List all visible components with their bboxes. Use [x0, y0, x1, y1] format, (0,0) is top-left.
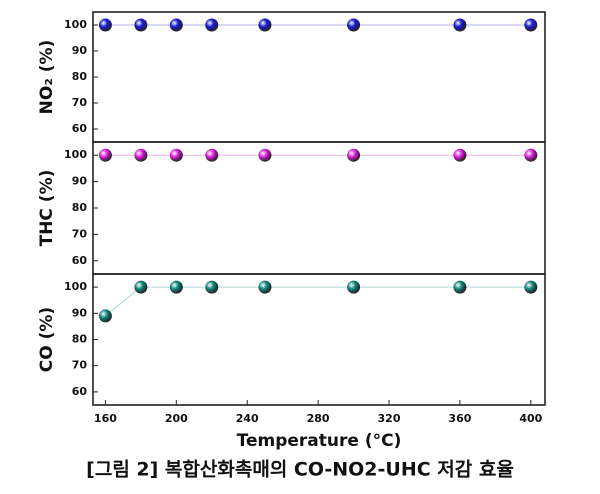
data-point: [134, 18, 148, 32]
y-tick-label: 100: [64, 148, 87, 161]
data-point: [169, 280, 183, 294]
data-point: [453, 18, 467, 32]
y-tick-label: 100: [64, 280, 87, 293]
y-tick-label: 80: [72, 70, 88, 83]
data-point: [524, 148, 538, 162]
data-point: [98, 148, 112, 162]
data-point: [98, 309, 112, 323]
data-point: [258, 18, 272, 32]
data-point: [453, 148, 467, 162]
y-tick-label: 60: [72, 254, 88, 267]
data-point: [134, 148, 148, 162]
data-point: [205, 148, 219, 162]
x-tick-label: 360: [448, 412, 471, 425]
series-line: [105, 286, 531, 317]
y-tick-label: 60: [72, 385, 88, 398]
y-tick-label: 60: [72, 122, 88, 135]
plot-frame: [92, 273, 546, 406]
y-tick-label: 90: [72, 175, 88, 188]
plot-frame: [92, 141, 546, 275]
data-point: [205, 18, 219, 32]
data-point: [134, 280, 148, 294]
data-point: [347, 280, 361, 294]
y-axis-label: CO (%): [37, 307, 57, 372]
y-tick-label: 100: [64, 18, 87, 31]
y-axis-label: NO₂ (%): [37, 40, 57, 115]
x-tick-label: 280: [307, 412, 330, 425]
caption: [그림 2] 복합산화촉매의 CO-NO2-UHC 저감 효율: [86, 459, 514, 481]
data-point: [258, 280, 272, 294]
y-tick-label: 80: [72, 333, 88, 346]
plot-frame: [92, 11, 546, 143]
x-tick-label: 320: [378, 412, 401, 425]
x-axis-label: Temperature (°C): [237, 431, 402, 451]
y-tick-label: 90: [72, 44, 88, 57]
y-axis-label: THC (%): [37, 170, 57, 247]
x-tick-label: 160: [94, 412, 117, 425]
x-tick-label: 400: [519, 412, 542, 425]
data-point: [169, 148, 183, 162]
x-tick-label: 200: [165, 412, 188, 425]
data-point: [347, 148, 361, 162]
data-point: [347, 18, 361, 32]
x-tick-label: 240: [236, 412, 259, 425]
data-point: [258, 148, 272, 162]
y-tick-label: 70: [72, 227, 88, 240]
y-tick-label: 90: [72, 306, 88, 319]
data-point: [453, 280, 467, 294]
y-tick-label: 70: [72, 96, 88, 109]
data-point: [169, 18, 183, 32]
data-point: [524, 18, 538, 32]
y-tick-label: 80: [72, 201, 88, 214]
data-point: [524, 280, 538, 294]
data-point: [98, 18, 112, 32]
y-tick-label: 70: [72, 359, 88, 372]
data-point: [205, 280, 219, 294]
